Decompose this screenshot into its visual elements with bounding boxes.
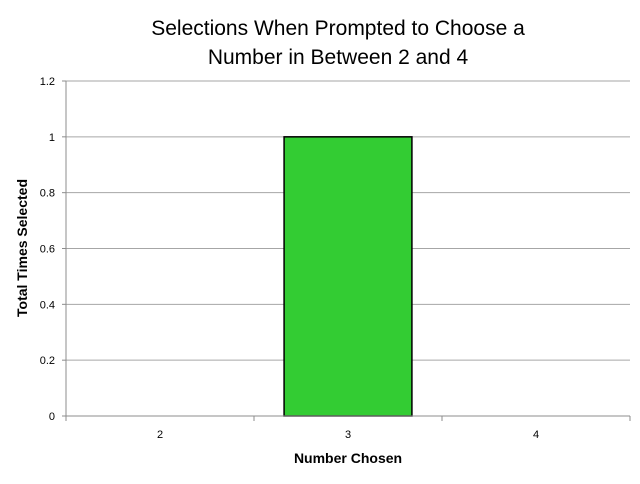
x-tick-label: 4 [533,429,539,441]
y-tick-label: 0 [49,411,55,423]
chart-title-line-2: Number in Between 2 and 4 [208,46,469,69]
y-tick-label: 0.2 [40,355,55,367]
y-axis-title: Total Times Selected [14,179,30,317]
axes [62,80,631,421]
y-tick-label: 0.4 [40,299,55,311]
x-tick-label: 2 [157,429,163,441]
y-tick-label: 1.2 [40,76,55,88]
y-tick-label: 0.6 [40,244,55,256]
y-tick-label: 0.8 [40,188,55,200]
x-tick-label: 3 [345,429,351,441]
x-axis-title: Number Chosen [294,450,402,466]
chart-title-line-1: Selections When Prompted to Choose a [151,17,525,40]
y-tick-label: 1 [49,132,55,144]
y-axis-tick-labels: 0 0.2 0.4 0.6 0.8 1 1.2 [40,76,55,423]
bar-3 [283,136,413,417]
bars [283,136,413,417]
x-axis-tick-labels: 2 3 4 [157,429,539,441]
